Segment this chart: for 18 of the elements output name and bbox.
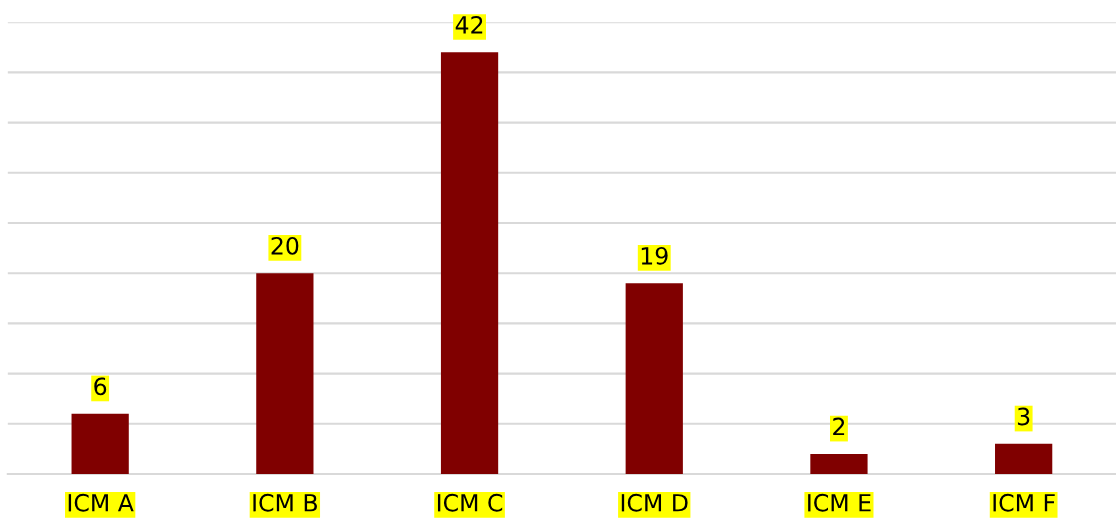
- bar: [995, 443, 1053, 474]
- bar: [71, 413, 129, 474]
- bar: [810, 453, 868, 474]
- data-label: 3: [1017, 407, 1030, 426]
- data-label: 20: [271, 236, 299, 255]
- x-tick-label: ICM E: [808, 493, 871, 512]
- x-tick-label: ICM F: [993, 493, 1055, 512]
- x-tick-label: ICM C: [437, 493, 503, 512]
- bar: [440, 52, 499, 474]
- x-tick-label: ICM A: [68, 493, 134, 512]
- data-label: 42: [455, 16, 483, 34]
- data-label: 2: [833, 417, 845, 436]
- data-label: 19: [641, 246, 668, 265]
- bar: [625, 283, 683, 474]
- x-tick-label: ICM B: [253, 493, 317, 512]
- x-tick-label: ICM D: [621, 493, 688, 512]
- bar: [256, 273, 314, 474]
- data-label: 6: [94, 377, 107, 396]
